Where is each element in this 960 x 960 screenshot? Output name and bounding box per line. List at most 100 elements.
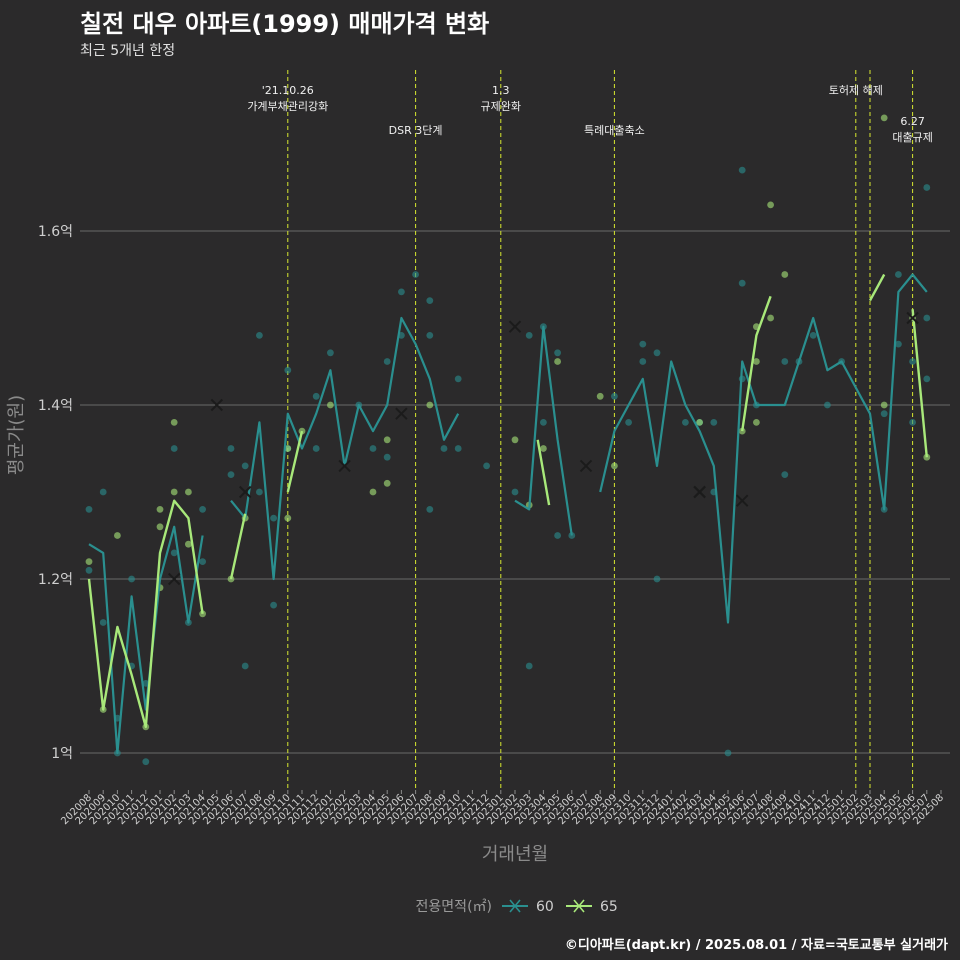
event-label: 토허제 해제 (829, 83, 883, 97)
scatter-point-60 (142, 758, 150, 766)
scatter-point-65 (753, 358, 760, 365)
scatter-point-65 (880, 114, 888, 122)
scatter-point-60 (895, 340, 902, 348)
scatter-point-65 (369, 488, 377, 496)
scatter-point-60 (170, 445, 178, 452)
scatter-point-65 (383, 479, 391, 487)
scatter-point-60 (440, 445, 448, 452)
axis-layer: 1억1.2억1.4억1.6억20200820200920201020201120… (6, 224, 946, 865)
scatter-point-60 (781, 358, 789, 365)
scatter-point-60 (682, 419, 689, 426)
legend-label: 65 (600, 899, 618, 915)
scatter-point-60 (895, 271, 902, 278)
cross-marker-60 (508, 320, 522, 333)
scatter-point-65 (880, 401, 888, 409)
scatter-point-60 (199, 558, 207, 565)
cross-stroke (238, 485, 252, 499)
scatter-point-60 (525, 332, 533, 339)
x-axis-title: 거래년월 (482, 844, 548, 865)
scatter-point-65 (426, 401, 434, 409)
scatter-point-60 (128, 575, 136, 583)
legend-item-60: 60 (502, 899, 554, 915)
cross-marker-60 (395, 407, 408, 420)
cross-marker-60 (210, 398, 224, 412)
legend-label: 60 (536, 899, 554, 915)
scatter-point-60 (525, 662, 533, 670)
scatter-point-65 (185, 540, 192, 548)
scatter-point-60 (454, 445, 462, 452)
scatter-point-60 (923, 375, 931, 383)
event-label: 가계부채관리강화 (247, 100, 328, 113)
scatter-point-60 (241, 462, 249, 470)
scatter-point-65 (170, 419, 178, 426)
scatter-point-60 (923, 314, 931, 322)
cross-stroke (395, 407, 408, 420)
cross-stroke (167, 572, 181, 586)
scatter-point-60 (383, 358, 391, 365)
scatter-point-65 (284, 445, 292, 452)
scatter-point-60 (809, 332, 817, 339)
legend-item-65: 65 (566, 899, 618, 915)
source-caption: ©디아파트(dapt.kr) / 2025.08.01 / 자료=국토교통부 실… (564, 938, 948, 953)
y-axis-title: 평균가(원) (6, 395, 27, 475)
scatter-point-65 (767, 201, 774, 209)
scatter-point-60 (412, 271, 419, 278)
scatter-point-65 (170, 488, 178, 496)
scatter-point-65 (511, 436, 519, 444)
cross-stroke (579, 459, 593, 473)
scatter-point-60 (611, 392, 618, 400)
y-tick-label: 1.4억 (38, 398, 73, 414)
scatter-point-65 (327, 401, 334, 409)
scatter-point-60 (426, 506, 434, 513)
cross-stroke (508, 320, 522, 333)
scatter-point-65 (696, 419, 703, 426)
scatter-point-60 (312, 445, 320, 452)
legend-title: 전용면적(㎡) (416, 899, 492, 915)
event-label: 대출규제 (892, 131, 932, 144)
scatter-point-65 (383, 436, 391, 444)
scatter-point-60 (483, 462, 490, 470)
scatter-point-60 (312, 392, 320, 400)
scatter-point-60 (227, 445, 235, 452)
cross-marker-60 (338, 459, 351, 473)
event-label: '21.10.26 (262, 84, 314, 97)
scatter-point-60 (227, 471, 235, 478)
scatter-point-60 (256, 488, 263, 496)
scatter-point-60 (639, 340, 647, 348)
cross-layer (167, 311, 919, 586)
chart-subtitle: 최근 5개년 한정 (80, 43, 176, 59)
scatter-point-60 (99, 619, 107, 626)
event-label: DSR 3단계 (389, 124, 443, 137)
scatter-point-60 (653, 349, 661, 357)
scatter-point-60 (426, 332, 434, 339)
scatter-point-60 (270, 514, 277, 522)
cross-marker-65 (167, 572, 181, 586)
scatter-point-65 (85, 558, 93, 565)
scatter-point-65 (156, 523, 164, 531)
scatter-point-60 (824, 401, 831, 409)
scatter-point-65 (114, 532, 121, 539)
event-label: 규제완화 (481, 100, 521, 113)
scatter-point-60 (454, 375, 462, 383)
scatter-point-60 (738, 279, 746, 287)
scatter-point-60 (781, 471, 789, 478)
scatter-point-65 (738, 427, 746, 435)
event-label: 특례대출축소 (584, 124, 645, 137)
scatter-point-65 (284, 514, 292, 522)
cross-stroke (338, 459, 351, 473)
scatter-point-60 (398, 288, 405, 296)
scatter-point-60 (724, 749, 732, 757)
chart-title: 칠전 대우 아파트(1999) 매매가격 변화 (80, 10, 490, 38)
scatter-point-65 (611, 462, 618, 470)
scatter-point-60 (639, 358, 647, 365)
scatter-point-60 (327, 349, 334, 357)
scatter-point-60 (540, 419, 547, 426)
scatter-point-60 (170, 549, 178, 557)
scatter-point-65 (767, 314, 774, 322)
scatter-point-60 (738, 166, 746, 174)
cross-marker-60 (238, 485, 252, 499)
scatter-point-60 (653, 575, 661, 583)
cross-marker-60 (735, 494, 749, 507)
grid-layer (80, 230, 950, 754)
